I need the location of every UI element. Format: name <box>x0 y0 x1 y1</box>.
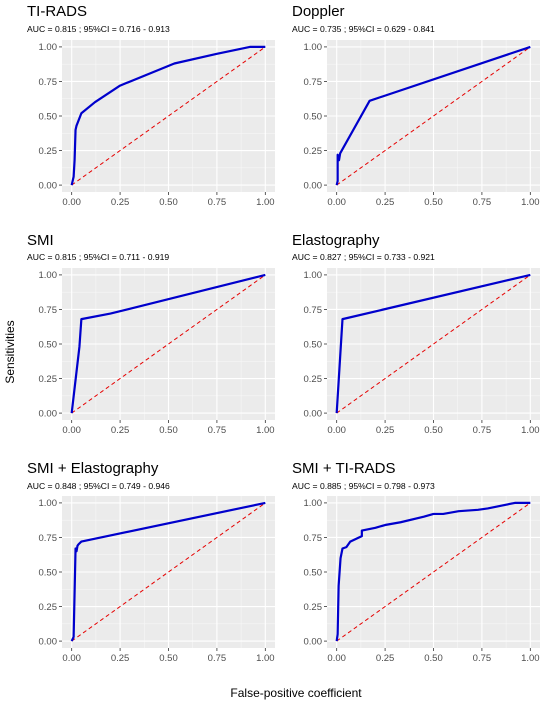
panel-title: SMI <box>27 232 54 249</box>
x-tick-label: 0.00 <box>62 653 81 664</box>
roc-curve <box>70 501 266 642</box>
x-tick-label: 1.00 <box>521 653 540 664</box>
roc-panel-1: TI-RADS AUC = 0.815 ; 95%CI = 0.716 - 0.9… <box>27 3 275 208</box>
x-tick-label: 0.75 <box>473 425 492 436</box>
y-tick-label: 0.75 <box>39 305 58 316</box>
x-tick-label: 1.00 <box>521 197 540 208</box>
x-tick-label: 1.00 <box>256 653 275 664</box>
y-tick-label: 0.50 <box>304 111 323 122</box>
x-tick-label: 0.50 <box>424 197 443 208</box>
x-tick-label: 0.00 <box>62 197 81 208</box>
x-tick-label: 0.50 <box>424 653 443 664</box>
reference-diagonal-line <box>336 502 531 642</box>
reference-diagonal-line <box>71 46 266 186</box>
reference-diagonal-line <box>71 502 266 642</box>
y-tick-label: 0.25 <box>39 602 58 613</box>
y-tick-label: 1.00 <box>304 42 323 53</box>
roc-panel-3: SMI AUC = 0.815 ; 95%CI = 0.711 - 0.919 0.… <box>27 232 275 436</box>
y-tick-label: 0.00 <box>39 408 58 419</box>
y-tick-label: 0.50 <box>304 567 323 578</box>
roc-panel-2: Doppler AUC = 0.735 ; 95%CI = 0.629 - 0.8… <box>292 3 540 208</box>
y-tick-label: 1.00 <box>39 498 58 509</box>
reference-diagonal-line <box>336 274 531 414</box>
y-tick-label: 1.00 <box>39 42 58 53</box>
y-tick-label: 1.00 <box>304 270 323 281</box>
y-tick-label: 0.00 <box>304 180 323 191</box>
panel-title: SMI + TI-RADS <box>292 460 396 477</box>
y-tick-label: 0.00 <box>304 408 323 419</box>
figure-ylabel: Sensitivities <box>3 320 17 383</box>
x-tick-label: 0.50 <box>159 653 178 664</box>
x-tick-label: 0.75 <box>208 425 227 436</box>
roc-curve <box>70 273 266 414</box>
x-tick-label: 1.00 <box>256 425 275 436</box>
y-tick-label: 0.25 <box>304 602 323 613</box>
x-tick-label: 0.50 <box>424 425 443 436</box>
panel-subtitle: AUC = 0.815 ; 95%CI = 0.711 - 0.919 <box>27 252 169 262</box>
x-tick-label: 0.25 <box>111 653 130 664</box>
x-tick-label: 0.25 <box>111 197 130 208</box>
y-tick-label: 0.00 <box>304 636 323 647</box>
panel-subtitle: AUC = 0.815 ; 95%CI = 0.716 - 0.913 <box>27 24 170 34</box>
panel-subtitle: AUC = 0.827 ; 95%CI = 0.733 - 0.921 <box>292 252 435 262</box>
y-tick-label: 0.25 <box>39 374 58 385</box>
roc-curve <box>70 45 266 186</box>
y-tick-label: 0.50 <box>304 339 323 350</box>
x-tick-label: 0.25 <box>376 653 395 664</box>
x-tick-label: 0.25 <box>376 197 395 208</box>
x-tick-label: 0.25 <box>111 425 130 436</box>
y-tick-label: 0.00 <box>39 180 58 191</box>
y-tick-label: 0.75 <box>304 305 323 316</box>
roc-panel-6: SMI + TI-RADS AUC = 0.885 ; 95%CI = 0.798… <box>292 460 540 664</box>
panel-title: TI-RADS <box>27 3 87 20</box>
y-tick-label: 0.50 <box>39 339 58 350</box>
y-tick-label: 1.00 <box>304 498 323 509</box>
roc-curve <box>335 501 531 642</box>
panel-subtitle: AUC = 0.885 ; 95%CI = 0.798 - 0.973 <box>292 481 435 491</box>
x-tick-label: 1.00 <box>521 425 540 436</box>
y-tick-label: 0.75 <box>304 77 323 88</box>
figure-xlabel: False-positive coefficient <box>230 686 362 700</box>
y-tick-label: 0.75 <box>39 77 58 88</box>
y-tick-label: 0.50 <box>39 111 58 122</box>
panel-title: Elastography <box>292 232 380 249</box>
reference-diagonal-line <box>336 46 531 186</box>
x-tick-label: 0.00 <box>327 653 346 664</box>
roc-curve <box>335 273 531 414</box>
x-tick-label: 0.75 <box>208 197 227 208</box>
reference-diagonal-line <box>71 274 266 414</box>
roc-panel-4: Elastography AUC = 0.827 ; 95%CI = 0.733 … <box>292 232 540 436</box>
x-tick-label: 0.50 <box>159 425 178 436</box>
x-tick-label: 0.75 <box>473 197 492 208</box>
y-tick-label: 0.25 <box>304 374 323 385</box>
panel-title: Doppler <box>292 3 345 20</box>
x-tick-label: 0.00 <box>327 197 346 208</box>
y-tick-label: 0.00 <box>39 636 58 647</box>
panel-subtitle: AUC = 0.848 ; 95%CI = 0.749 - 0.946 <box>27 481 170 491</box>
roc-curve <box>335 45 531 186</box>
x-tick-label: 0.50 <box>159 197 178 208</box>
y-tick-label: 0.25 <box>304 146 323 157</box>
panel-title: SMI + Elastography <box>27 460 159 477</box>
y-tick-label: 0.75 <box>304 533 323 544</box>
x-tick-label: 1.00 <box>256 197 275 208</box>
y-tick-label: 0.75 <box>39 533 58 544</box>
roc-panel-5: SMI + Elastography AUC = 0.848 ; 95%CI = … <box>27 460 275 664</box>
x-tick-label: 0.75 <box>208 653 227 664</box>
y-tick-label: 0.50 <box>39 567 58 578</box>
y-tick-label: 0.25 <box>39 146 58 157</box>
x-tick-label: 0.00 <box>62 425 81 436</box>
y-tick-label: 1.00 <box>39 270 58 281</box>
x-tick-label: 0.75 <box>473 653 492 664</box>
x-tick-label: 0.25 <box>376 425 395 436</box>
x-tick-label: 0.00 <box>327 425 346 436</box>
panel-subtitle: AUC = 0.735 ; 95%CI = 0.629 - 0.841 <box>292 24 435 34</box>
